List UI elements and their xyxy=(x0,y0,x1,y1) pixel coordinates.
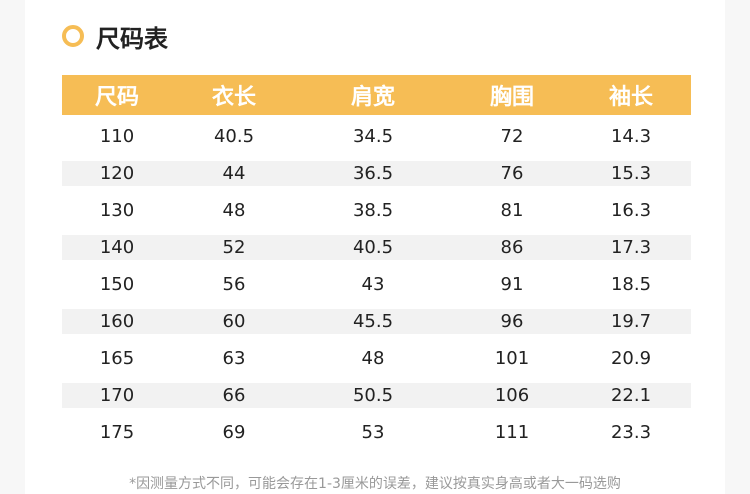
column-header: 尺码 xyxy=(94,85,140,110)
table-cell: 63 xyxy=(222,348,246,369)
table-cell: 56 xyxy=(222,274,246,295)
column-header: 肩宽 xyxy=(350,85,396,110)
table-cell: 38.5 xyxy=(352,200,394,221)
table-cell: 175 xyxy=(99,422,135,443)
table-cell: 40.5 xyxy=(352,237,394,258)
table-cell: 110 xyxy=(99,126,135,147)
table-cell: 52 xyxy=(222,237,246,258)
table-cell: 15.3 xyxy=(610,163,652,184)
table-cell: 111 xyxy=(494,422,530,443)
table-cell: 14.3 xyxy=(610,126,652,147)
table-row: 120 44 36.5 76 15.3 xyxy=(62,155,691,192)
column-header: 袖长 xyxy=(608,85,654,110)
table-row: 165 63 48 101 20.9 xyxy=(62,340,691,377)
table-cell: 45.5 xyxy=(352,311,394,332)
table-cell: 18.5 xyxy=(610,274,652,295)
title-text: 尺码表 xyxy=(96,24,168,53)
table-cell: 86 xyxy=(500,237,524,258)
table-cell: 66 xyxy=(222,385,246,406)
table-cell: 160 xyxy=(99,311,135,332)
table-cell: 16.3 xyxy=(610,200,652,221)
table-row: 160 60 45.5 96 19.7 xyxy=(62,303,691,340)
table-cell: 165 xyxy=(99,348,135,369)
table-cell: 69 xyxy=(222,422,246,443)
table-row: 150 56 43 91 18.5 xyxy=(62,266,691,303)
table-row: 110 40.5 34.5 72 14.3 xyxy=(62,118,691,155)
table-cell: 76 xyxy=(500,163,524,184)
table-row: 175 69 53 111 23.3 xyxy=(62,414,691,451)
table-cell: 48 xyxy=(222,200,246,221)
table-cell: 48 xyxy=(361,348,385,369)
table-cell: 50.5 xyxy=(352,385,394,406)
table-row: 170 66 50.5 106 22.1 xyxy=(62,377,691,414)
table-cell: 22.1 xyxy=(610,385,652,406)
table-cell: 19.7 xyxy=(610,311,652,332)
table-cell: 36.5 xyxy=(352,163,394,184)
table-cell: 130 xyxy=(99,200,135,221)
table-cell: 72 xyxy=(500,126,524,147)
table-cell: 44 xyxy=(222,163,246,184)
section-title: 尺码表 xyxy=(62,20,168,53)
table-cell: 170 xyxy=(99,385,135,406)
table-cell: 101 xyxy=(494,348,530,369)
table-cell: 96 xyxy=(500,311,524,332)
table-cell: 91 xyxy=(500,274,524,295)
table-cell: 20.9 xyxy=(610,348,652,369)
column-header: 衣长 xyxy=(211,85,257,110)
measurement-note: *因测量方式不同，可能会存在1-3厘米的误差，建议按真实身高或者大一码选购 xyxy=(129,476,621,492)
table-body: 110 40.5 34.5 72 14.3 120 44 36.5 76 15.3 130 48 38.… xyxy=(62,115,691,451)
table-cell: 106 xyxy=(494,385,530,406)
table-cell: 43 xyxy=(361,274,385,295)
circle-icon xyxy=(62,25,84,47)
table-cell: 60 xyxy=(222,311,246,332)
table-cell: 34.5 xyxy=(352,126,394,147)
table-row: 140 52 40.5 86 17.3 xyxy=(62,229,691,266)
column-header: 胸围 xyxy=(489,85,535,110)
table-cell: 81 xyxy=(500,200,524,221)
size-table: 尺码 衣长 肩宽 胸围 袖长 110 40.5 34.5 72 14.3 120 44 36.5 76 1… xyxy=(62,75,691,451)
table-cell: 140 xyxy=(99,237,135,258)
table-cell: 120 xyxy=(99,163,135,184)
table-row: 130 48 38.5 81 16.3 xyxy=(62,192,691,229)
table-header: 尺码 衣长 肩宽 胸围 袖长 xyxy=(62,75,691,115)
table-cell: 40.5 xyxy=(213,126,255,147)
table-cell: 17.3 xyxy=(610,237,652,258)
table-cell: 23.3 xyxy=(610,422,652,443)
table-cell: 53 xyxy=(361,422,385,443)
table-cell: 150 xyxy=(99,274,135,295)
